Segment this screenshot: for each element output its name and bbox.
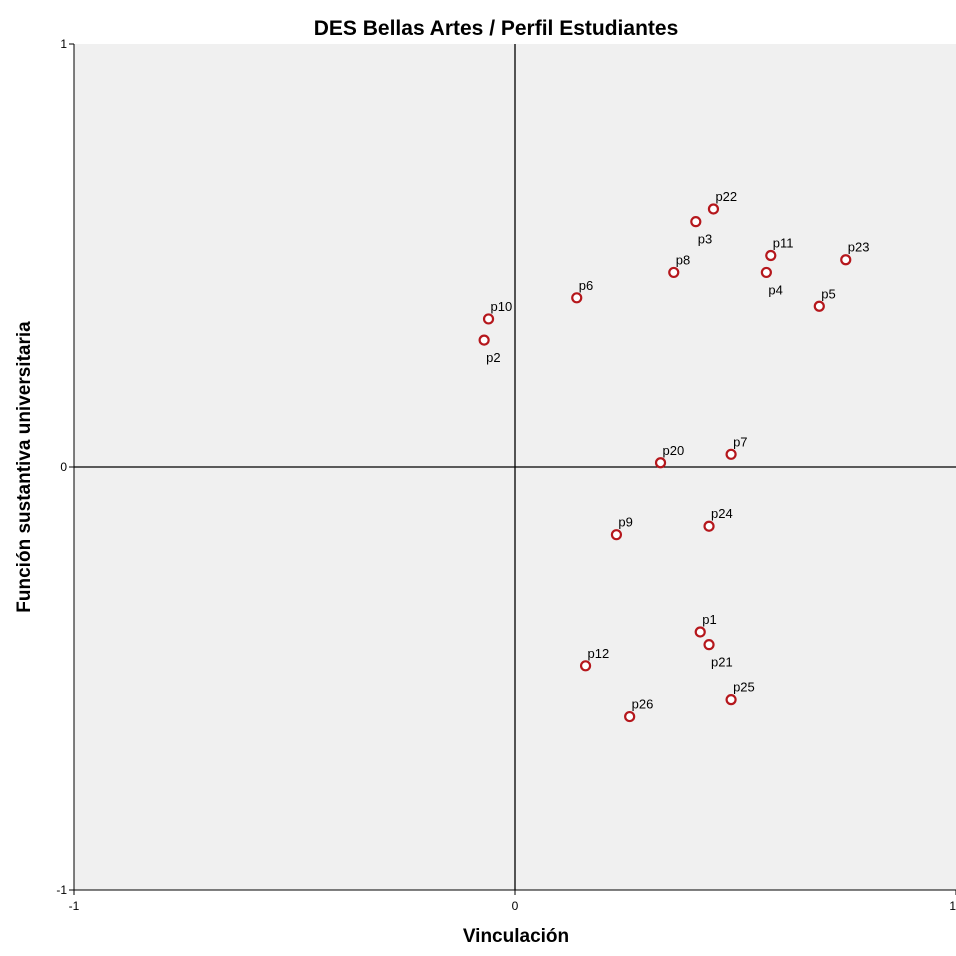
y-tick-label: 0 — [60, 460, 67, 474]
data-point-label: p22 — [715, 189, 737, 204]
data-point-label: p3 — [698, 232, 712, 247]
data-point-label: p2 — [486, 350, 500, 365]
x-tick-label: 1 — [949, 899, 956, 913]
data-point-label: p6 — [579, 278, 593, 293]
data-point-label: p8 — [676, 252, 690, 267]
data-point-label: p24 — [711, 506, 733, 521]
data-point-label: p1 — [702, 612, 716, 627]
data-point — [705, 640, 714, 649]
data-point-label: p4 — [768, 282, 782, 297]
data-point-label: p10 — [491, 299, 513, 314]
data-point-label: p23 — [848, 240, 870, 255]
data-point-label: p7 — [733, 434, 747, 449]
y-axis-title: Función sustantiva universitaria — [14, 321, 35, 613]
chart-title: DES Bellas Artes / Perfil Estudiantes — [314, 17, 679, 40]
data-point — [727, 450, 736, 459]
data-point-label: p21 — [711, 655, 733, 670]
data-point — [572, 293, 581, 302]
data-point — [625, 712, 634, 721]
data-point — [766, 251, 775, 260]
data-point — [815, 302, 824, 311]
x-tick-label: 0 — [512, 899, 519, 913]
x-tick-label: -1 — [69, 899, 80, 913]
data-point — [705, 522, 714, 531]
data-point-label: p26 — [632, 697, 654, 712]
data-point — [669, 268, 678, 277]
data-point — [656, 458, 665, 467]
data-point — [484, 314, 493, 323]
data-point — [581, 661, 590, 670]
data-point — [841, 255, 850, 264]
x-axis-title: Vinculación — [463, 926, 569, 947]
data-point — [612, 530, 621, 539]
data-point-label: p11 — [773, 236, 794, 251]
data-point — [691, 217, 700, 226]
data-point — [727, 695, 736, 704]
y-tick-label: 1 — [60, 37, 67, 51]
data-point-label: p25 — [733, 680, 755, 695]
data-point-label: p20 — [663, 443, 685, 458]
data-point — [696, 627, 705, 636]
y-tick-label: -1 — [56, 883, 67, 897]
data-point-label: p12 — [588, 646, 610, 661]
data-point — [480, 336, 489, 345]
data-point — [762, 268, 771, 277]
data-point — [709, 204, 718, 213]
data-point-label: p9 — [618, 515, 632, 530]
data-point-label: p5 — [821, 286, 835, 301]
